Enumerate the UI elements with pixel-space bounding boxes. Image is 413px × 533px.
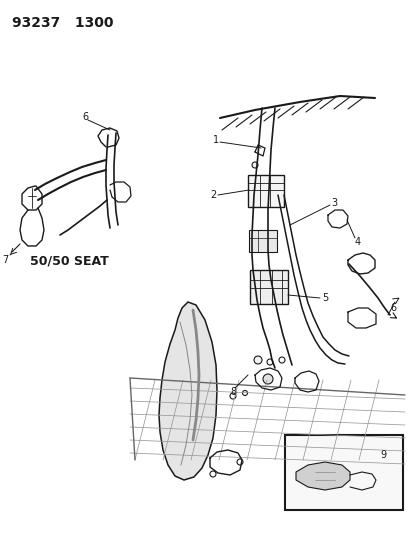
Circle shape (252, 162, 257, 168)
Text: 7: 7 (2, 255, 8, 265)
Text: 2: 2 (209, 190, 216, 200)
Text: 9: 9 (379, 450, 385, 460)
Text: 6: 6 (389, 303, 395, 313)
Bar (249, 270, 287, 304)
Polygon shape (295, 462, 349, 490)
Bar (248, 230, 276, 252)
Polygon shape (159, 302, 216, 480)
Circle shape (262, 374, 272, 384)
Text: 3: 3 (330, 198, 336, 208)
Text: 6: 6 (82, 112, 88, 122)
Bar (247, 175, 283, 207)
Circle shape (254, 356, 261, 364)
Bar (284, 435, 402, 510)
Text: 1: 1 (212, 135, 218, 145)
Text: 5: 5 (321, 293, 328, 303)
Text: 50/50 SEAT: 50/50 SEAT (30, 255, 109, 268)
Text: 4: 4 (354, 237, 360, 247)
Text: 93237   1300: 93237 1300 (12, 16, 113, 30)
Text: 8: 8 (229, 387, 235, 397)
